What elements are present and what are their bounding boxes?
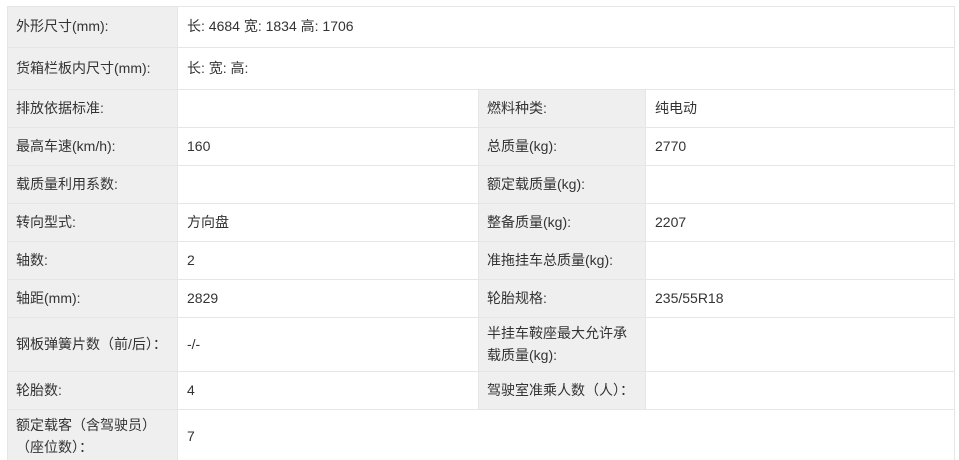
- spec-value-cell: 2770: [644, 127, 956, 166]
- table-row: 轴数: 2 准拖挂车总质量(kg):: [7, 241, 956, 280]
- spec-label-cell: 钢板弹簧片数（前/后）：: [7, 316, 178, 373]
- spec-value-cell: 2829: [177, 279, 479, 318]
- spec-value-cell: [644, 241, 956, 280]
- spec-label-cell: 外形尺寸(mm):: [7, 6, 178, 48]
- spec-value-cell: 4: [177, 371, 479, 411]
- spec-label-cell: 额定载客（含驾驶员）（座位数）：: [7, 409, 178, 460]
- spec-label-cell: 排放依据标准:: [7, 89, 178, 128]
- vehicle-spec-table: 外形尺寸(mm): 长: 4684 宽: 1834 高: 1706 货箱栏板内尺寸(…: [7, 6, 956, 460]
- spec-value-cell: 7: [176, 409, 956, 460]
- spec-label-cell: 轴数:: [7, 241, 178, 280]
- spec-value-cell: [644, 371, 956, 411]
- spec-value-cell: [177, 89, 479, 128]
- spec-label-cell: 准拖挂车总质量(kg):: [478, 241, 646, 280]
- spec-value-cell: 160: [177, 127, 479, 166]
- table-row: 最高车速(km/h): 160 总质量(kg): 2770: [7, 127, 956, 166]
- table-row: 额定载客（含驾驶员）（座位数）： 7: [7, 409, 956, 460]
- spec-label-cell: 轴距(mm):: [7, 279, 178, 318]
- spec-value-cell: [644, 316, 956, 373]
- spec-label-cell: 货箱栏板内尺寸(mm):: [7, 47, 178, 90]
- table-row: 轴距(mm): 2829 轮胎规格: 235/55R18: [7, 279, 956, 318]
- spec-label-cell: 轮胎规格:: [478, 279, 646, 318]
- spec-label-cell: 整备质量(kg):: [478, 203, 646, 242]
- spec-value-cell: 235/55R18: [644, 279, 956, 318]
- spec-label-cell: 燃料种类:: [478, 89, 646, 128]
- table-row: 排放依据标准: 燃料种类: 纯电动: [7, 89, 956, 128]
- spec-value-cell: 方向盘: [177, 203, 479, 242]
- spec-label-cell: 总质量(kg):: [478, 127, 646, 166]
- spec-value-cell: 纯电动: [644, 89, 956, 128]
- spec-label-cell: 轮胎数:: [7, 371, 178, 411]
- spec-value-cell: [644, 165, 956, 204]
- spec-label-cell: 载质量利用系数:: [7, 165, 178, 204]
- table-row: 货箱栏板内尺寸(mm): 长: 宽: 高:: [7, 47, 956, 90]
- spec-label-cell: 驾驶室准乘人数（人）：: [478, 371, 646, 411]
- spec-value-cell: -/-: [177, 316, 479, 373]
- table-row: 钢板弹簧片数（前/后）： -/- 半挂车鞍座最大允许承载质量(kg):: [7, 316, 956, 373]
- spec-label-cell: 额定载质量(kg):: [478, 165, 646, 204]
- spec-value-cell: [177, 165, 479, 204]
- spec-value-cell: 2207: [644, 203, 956, 242]
- spec-value-cell: 2: [177, 241, 479, 280]
- table-row: 转向型式: 方向盘 整备质量(kg): 2207: [7, 203, 956, 242]
- table-row: 载质量利用系数: 额定载质量(kg):: [7, 165, 956, 204]
- table-row: 外形尺寸(mm): 长: 4684 宽: 1834 高: 1706: [7, 6, 956, 48]
- spec-label-cell: 最高车速(km/h):: [7, 127, 178, 166]
- spec-value-cell: 长: 宽: 高:: [176, 47, 956, 90]
- spec-value-cell: 长: 4684 宽: 1834 高: 1706: [176, 6, 956, 48]
- table-row: 轮胎数: 4 驾驶室准乘人数（人）：: [7, 371, 956, 411]
- spec-label-cell: 转向型式:: [7, 203, 178, 242]
- spec-label-cell: 半挂车鞍座最大允许承载质量(kg):: [478, 316, 646, 373]
